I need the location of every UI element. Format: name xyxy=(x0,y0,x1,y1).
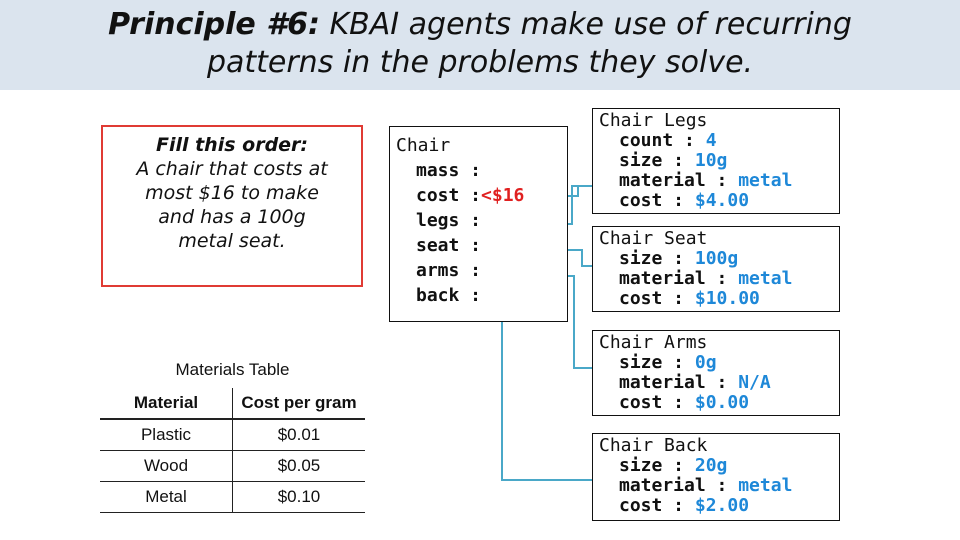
seat-material-value: metal xyxy=(738,268,793,289)
legs-size-value: 10g xyxy=(694,150,728,171)
slot-back: back : xyxy=(416,285,482,306)
slot-cost-label: cost : xyxy=(416,185,482,206)
chair-seat-frame: Chair Seat size : 100g material : metal … xyxy=(592,226,840,312)
materials-table: Material Cost per gram Plastic $0.01 Woo… xyxy=(100,388,365,513)
column-header-material: Material xyxy=(100,388,233,420)
legs-material-label: material : xyxy=(619,170,739,191)
seat-cost-value: $10.00 xyxy=(694,288,760,309)
table-row: Metal $0.10 xyxy=(100,481,365,513)
legs-cost-label: cost : xyxy=(619,190,695,211)
title-line-1: Principle #6: KBAI agents make use of re… xyxy=(0,6,960,44)
arms-cost: cost : $0.00 xyxy=(599,393,833,413)
legs-cost: cost : $4.00 xyxy=(599,191,833,211)
seat-size: size : 100g xyxy=(599,249,833,269)
seat-material-label: material : xyxy=(619,268,739,289)
seat-frame-name: Chair Seat xyxy=(599,228,708,249)
table-row: Wood $0.05 xyxy=(100,450,365,482)
legs-count-label: count : xyxy=(619,130,706,151)
legs-count-value: 4 xyxy=(705,130,717,151)
chair-frame: Chair mass : cost :<$16 legs : seat : ar… xyxy=(389,126,568,322)
table-row: Plastic $0.01 xyxy=(100,419,365,451)
arms-size-label: size : xyxy=(619,352,695,373)
legs-cost-value: $4.00 xyxy=(694,190,750,211)
seat-size-value: 100g xyxy=(694,248,739,269)
arms-frame-name: Chair Arms xyxy=(599,332,708,353)
chair-legs-frame: Chair Legs count : 4 size : 10g material… xyxy=(592,108,840,214)
order-box: Fill this order: A chair that costs at m… xyxy=(101,125,363,287)
slot-legs: legs : xyxy=(416,210,482,231)
back-size-value: 20g xyxy=(694,455,728,476)
seat-cost-label: cost : xyxy=(619,288,695,309)
chair-frame-name: Chair xyxy=(396,135,451,156)
legs-material-value: metal xyxy=(738,170,793,191)
seat-cost: cost : $10.00 xyxy=(599,289,833,309)
legs-count: count : 4 xyxy=(599,131,833,151)
materials-table-caption: Materials Table xyxy=(175,360,290,379)
back-frame-name: Chair Back xyxy=(599,435,708,456)
legs-size-label: size : xyxy=(619,150,695,171)
material-cell: Metal xyxy=(100,481,233,513)
title-line-2: patterns in the problems they solve. xyxy=(206,45,754,80)
arms-cost-value: $0.00 xyxy=(694,392,750,413)
arms-size: size : 0g xyxy=(599,353,833,373)
column-header-cost: Cost per gram xyxy=(232,388,365,420)
cost-cell: $0.01 xyxy=(232,419,365,451)
cost-cell: $0.10 xyxy=(232,481,365,513)
arms-size-value: 0g xyxy=(694,352,717,373)
back-size: size : 20g xyxy=(599,456,833,476)
order-line-4: metal seat. xyxy=(178,230,286,252)
connector-back xyxy=(501,302,592,481)
slot-arms: arms : xyxy=(416,260,482,281)
chair-back-frame: Chair Back size : 20g material : metal c… xyxy=(592,433,840,521)
back-material-label: material : xyxy=(619,475,739,496)
legs-frame-name: Chair Legs xyxy=(599,110,708,131)
slot-cost-value: <$16 xyxy=(481,185,525,206)
slide-title: Principle #6: KBAI agents make use of re… xyxy=(0,6,960,82)
slot-mass: mass : xyxy=(416,160,482,181)
title-line-1-text: KBAI agents make use of recurring xyxy=(329,7,852,42)
seat-size-label: size : xyxy=(619,248,695,269)
slot-seat: seat : xyxy=(416,235,482,256)
order-line-2: most $16 to make xyxy=(145,182,319,204)
arms-material-value: N/A xyxy=(738,372,771,393)
back-material-value: metal xyxy=(738,475,793,496)
order-heading: Fill this order: xyxy=(155,134,309,156)
arms-cost-label: cost : xyxy=(619,392,695,413)
slot-cost: cost :<$16 xyxy=(396,183,561,208)
arms-material: material : N/A xyxy=(599,373,833,393)
table-header-row: Material Cost per gram xyxy=(100,388,365,420)
back-cost: cost : $2.00 xyxy=(599,496,833,516)
chair-arms-frame: Chair Arms size : 0g material : N/A cost… xyxy=(592,330,840,416)
principle-label: Principle #6: xyxy=(108,7,320,42)
back-cost-value: $2.00 xyxy=(694,495,750,516)
material-cell: Wood xyxy=(100,450,233,482)
back-size-label: size : xyxy=(619,455,695,476)
back-cost-label: cost : xyxy=(619,495,695,516)
material-cell: Plastic xyxy=(100,419,233,451)
legs-material: material : metal xyxy=(599,171,833,191)
seat-material: material : metal xyxy=(599,269,833,289)
cost-cell: $0.05 xyxy=(232,450,365,482)
order-line-3: and has a 100g xyxy=(158,206,306,228)
title-banner xyxy=(0,0,960,90)
order-line-1: A chair that costs at xyxy=(136,158,328,180)
legs-size: size : 10g xyxy=(599,151,833,171)
arms-material-label: material : xyxy=(619,372,739,393)
back-material: material : metal xyxy=(599,476,833,496)
